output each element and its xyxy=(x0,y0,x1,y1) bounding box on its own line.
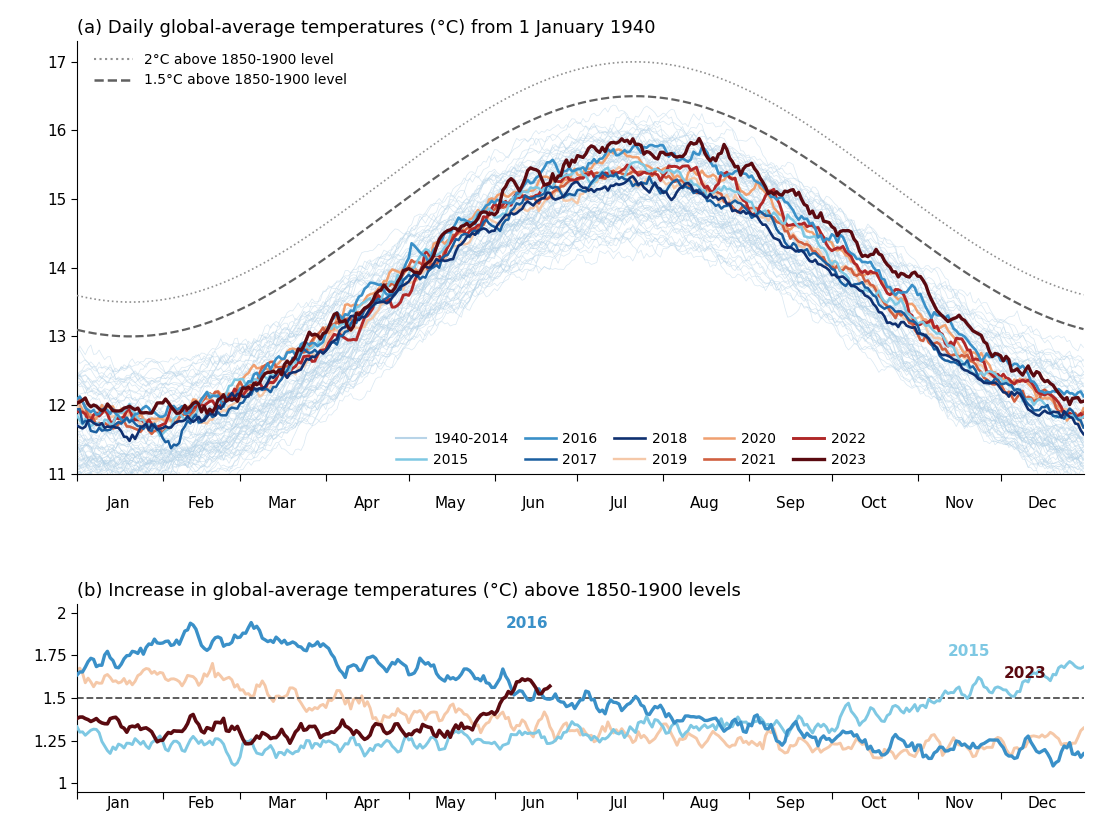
Text: Aug: Aug xyxy=(690,796,719,811)
Text: May: May xyxy=(434,796,466,811)
Text: Jun: Jun xyxy=(521,496,546,511)
Text: 2023: 2023 xyxy=(1003,666,1046,681)
Text: 2015: 2015 xyxy=(948,644,990,658)
Text: Dec: Dec xyxy=(1027,796,1057,811)
Text: (b) Increase in global-average temperatures (°C) above 1850-1900 levels: (b) Increase in global-average temperatu… xyxy=(77,582,741,600)
Text: Apr: Apr xyxy=(354,796,381,811)
Text: Jul: Jul xyxy=(609,496,628,511)
Text: (a) Daily global-average temperatures (°C) from 1 January 1940: (a) Daily global-average temperatures (°… xyxy=(77,19,656,37)
Text: Sep: Sep xyxy=(776,496,805,511)
Text: Feb: Feb xyxy=(188,796,214,811)
Text: Sep: Sep xyxy=(776,796,805,811)
Text: Jun: Jun xyxy=(521,796,546,811)
Text: Nov: Nov xyxy=(944,796,974,811)
Text: Oct: Oct xyxy=(860,796,887,811)
Legend: 1940-2014, 2015, 2016, 2017, 2018, 2019, 2020, 2021, 2022, 2023: 1940-2014, 2015, 2016, 2017, 2018, 2019,… xyxy=(396,431,866,467)
Text: Nov: Nov xyxy=(944,496,974,511)
Text: Jan: Jan xyxy=(107,796,130,811)
Text: Jul: Jul xyxy=(609,796,628,811)
Text: Feb: Feb xyxy=(188,496,214,511)
Text: Jan: Jan xyxy=(107,496,130,511)
Text: Mar: Mar xyxy=(267,496,296,511)
Text: 2016: 2016 xyxy=(506,616,548,631)
Text: Dec: Dec xyxy=(1027,496,1057,511)
Text: Apr: Apr xyxy=(354,496,381,511)
Text: Mar: Mar xyxy=(267,796,296,811)
Text: Aug: Aug xyxy=(690,496,719,511)
Text: Oct: Oct xyxy=(860,496,887,511)
Text: May: May xyxy=(434,496,466,511)
